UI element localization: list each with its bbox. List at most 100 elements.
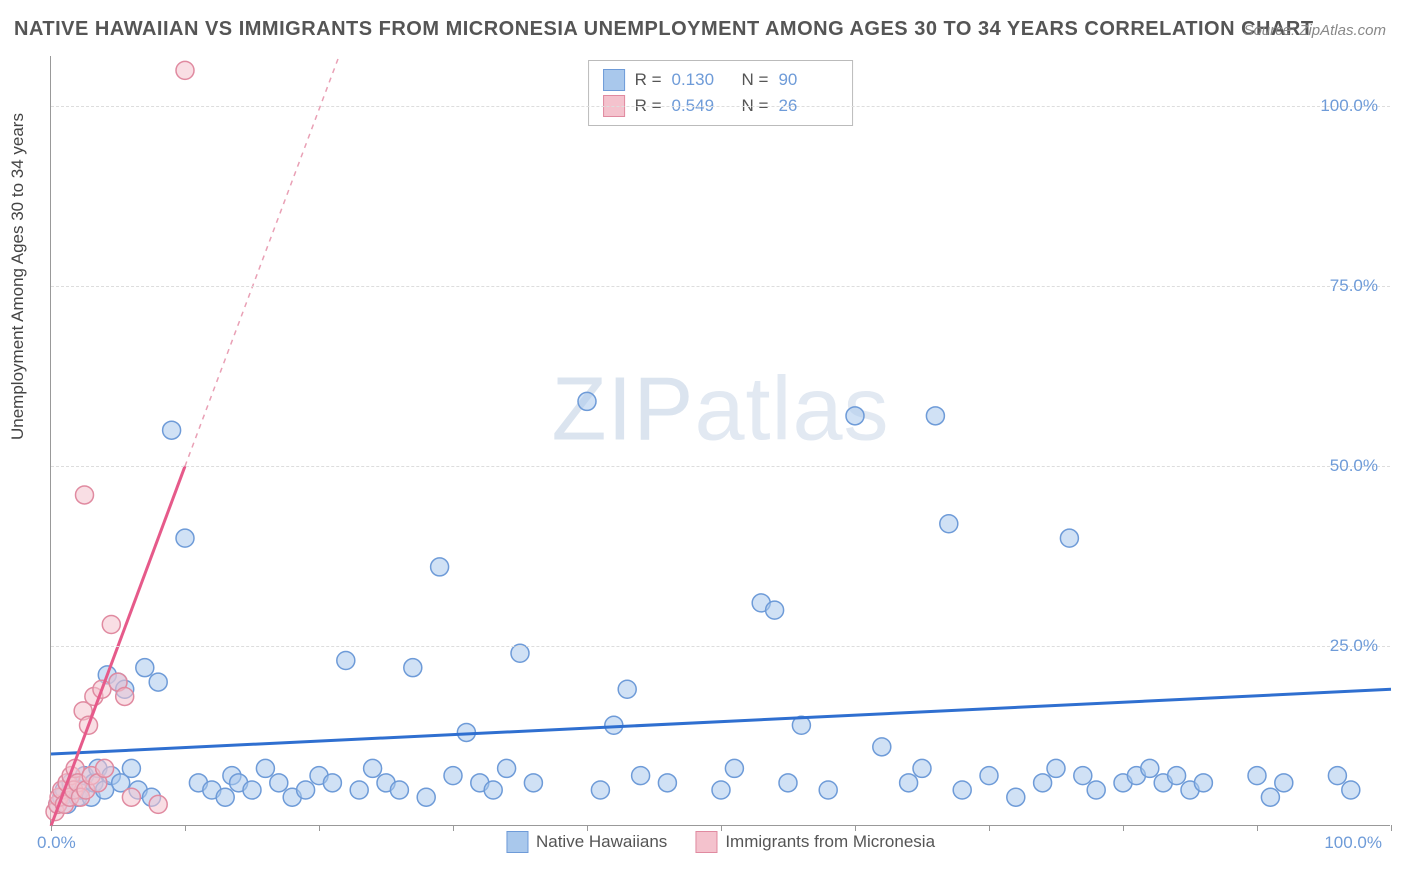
x-tick — [1123, 825, 1124, 831]
swatch — [506, 831, 528, 853]
x-tick — [1391, 825, 1392, 831]
scatter-point — [1034, 774, 1052, 792]
scatter-point — [1194, 774, 1212, 792]
scatter-point — [578, 392, 596, 410]
scatter-point — [136, 659, 154, 677]
scatter-point — [390, 781, 408, 799]
scatter-point — [1007, 788, 1025, 806]
scatter-point — [149, 673, 167, 691]
scatter-point — [900, 774, 918, 792]
scatter-point — [1074, 767, 1092, 785]
scatter-point — [873, 738, 891, 756]
gridline-h — [51, 646, 1390, 647]
scatter-point — [122, 788, 140, 806]
y-axis-label: Unemployment Among Ages 30 to 34 years — [8, 113, 28, 440]
y-tick-label: 75.0% — [1330, 276, 1378, 296]
scatter-point — [766, 601, 784, 619]
scatter-point — [1261, 788, 1279, 806]
scatter-point — [102, 616, 120, 634]
scatter-point — [1087, 781, 1105, 799]
scatter-point — [444, 767, 462, 785]
scatter-point — [725, 759, 743, 777]
scatter-point — [926, 407, 944, 425]
gridline-h — [51, 466, 1390, 467]
source-label: Source: ZipAtlas.com — [1243, 22, 1386, 39]
y-tick-label: 25.0% — [1330, 636, 1378, 656]
n-label: N = — [742, 70, 769, 90]
x-tick — [319, 825, 320, 831]
x-tick — [51, 825, 52, 831]
scatter-point — [337, 651, 355, 669]
x-tick-label-min: 0.0% — [37, 833, 76, 853]
scatter-point — [163, 421, 181, 439]
scatter-point — [297, 781, 315, 799]
scatter-point — [122, 759, 140, 777]
scatter-point — [1328, 767, 1346, 785]
scatter-point — [96, 759, 114, 777]
chart-title: NATIVE HAWAIIAN VS IMMIGRANTS FROM MICRO… — [14, 18, 1314, 41]
scatter-point — [913, 759, 931, 777]
plot-area: ZIPatlas R = 0.130 N = 90 R = 0.549 N = … — [50, 56, 1390, 826]
scatter-point — [149, 795, 167, 813]
scatter-point — [591, 781, 609, 799]
scatter-point — [116, 687, 134, 705]
legend-bottom: Native Hawaiians Immigrants from Micrones… — [506, 831, 935, 853]
scatter-point — [658, 774, 676, 792]
gridline-h — [51, 286, 1390, 287]
scatter-point — [940, 515, 958, 533]
scatter-point — [498, 759, 516, 777]
x-tick — [453, 825, 454, 831]
scatter-point — [404, 659, 422, 677]
scatter-point — [712, 781, 730, 799]
r-label: R = — [635, 70, 662, 90]
scatter-point — [176, 61, 194, 79]
scatter-point — [632, 767, 650, 785]
scatter-point — [484, 781, 502, 799]
scatter-point — [431, 558, 449, 576]
scatter-point — [216, 788, 234, 806]
y-tick-label: 100.0% — [1320, 96, 1378, 116]
scatter-plot-svg — [51, 56, 1390, 825]
scatter-point — [270, 774, 288, 792]
x-tick-label-max: 100.0% — [1324, 833, 1382, 853]
x-tick — [185, 825, 186, 831]
legend-bottom-item: Native Hawaiians — [506, 831, 667, 853]
scatter-point — [176, 529, 194, 547]
legend-label: Immigrants from Micronesia — [725, 832, 935, 852]
scatter-point — [1168, 767, 1186, 785]
n-value-1: 90 — [778, 70, 838, 90]
legend-bottom-item: Immigrants from Micronesia — [695, 831, 935, 853]
x-tick — [587, 825, 588, 831]
legend-label: Native Hawaiians — [536, 832, 667, 852]
legend-correlation-box: R = 0.130 N = 90 R = 0.549 N = 26 — [588, 60, 854, 126]
scatter-point — [364, 759, 382, 777]
scatter-point — [618, 680, 636, 698]
scatter-point — [1275, 774, 1293, 792]
swatch — [695, 831, 717, 853]
scatter-point — [323, 774, 341, 792]
scatter-point — [1047, 759, 1065, 777]
scatter-point — [980, 767, 998, 785]
scatter-point — [1342, 781, 1360, 799]
scatter-point — [1248, 767, 1266, 785]
gridline-h — [51, 106, 1390, 107]
scatter-point — [76, 486, 94, 504]
scatter-point — [953, 781, 971, 799]
x-tick — [1257, 825, 1258, 831]
r-value-1: 0.130 — [672, 70, 732, 90]
scatter-point — [256, 759, 274, 777]
x-tick — [721, 825, 722, 831]
scatter-point — [846, 407, 864, 425]
scatter-point — [524, 774, 542, 792]
scatter-point — [350, 781, 368, 799]
legend-row-series-1: R = 0.130 N = 90 — [603, 67, 839, 93]
scatter-point — [417, 788, 435, 806]
scatter-point — [243, 781, 261, 799]
scatter-point — [779, 774, 797, 792]
y-tick-label: 50.0% — [1330, 456, 1378, 476]
scatter-point — [1141, 759, 1159, 777]
swatch-series-1 — [603, 69, 625, 91]
x-tick — [989, 825, 990, 831]
scatter-point — [1060, 529, 1078, 547]
scatter-point — [819, 781, 837, 799]
